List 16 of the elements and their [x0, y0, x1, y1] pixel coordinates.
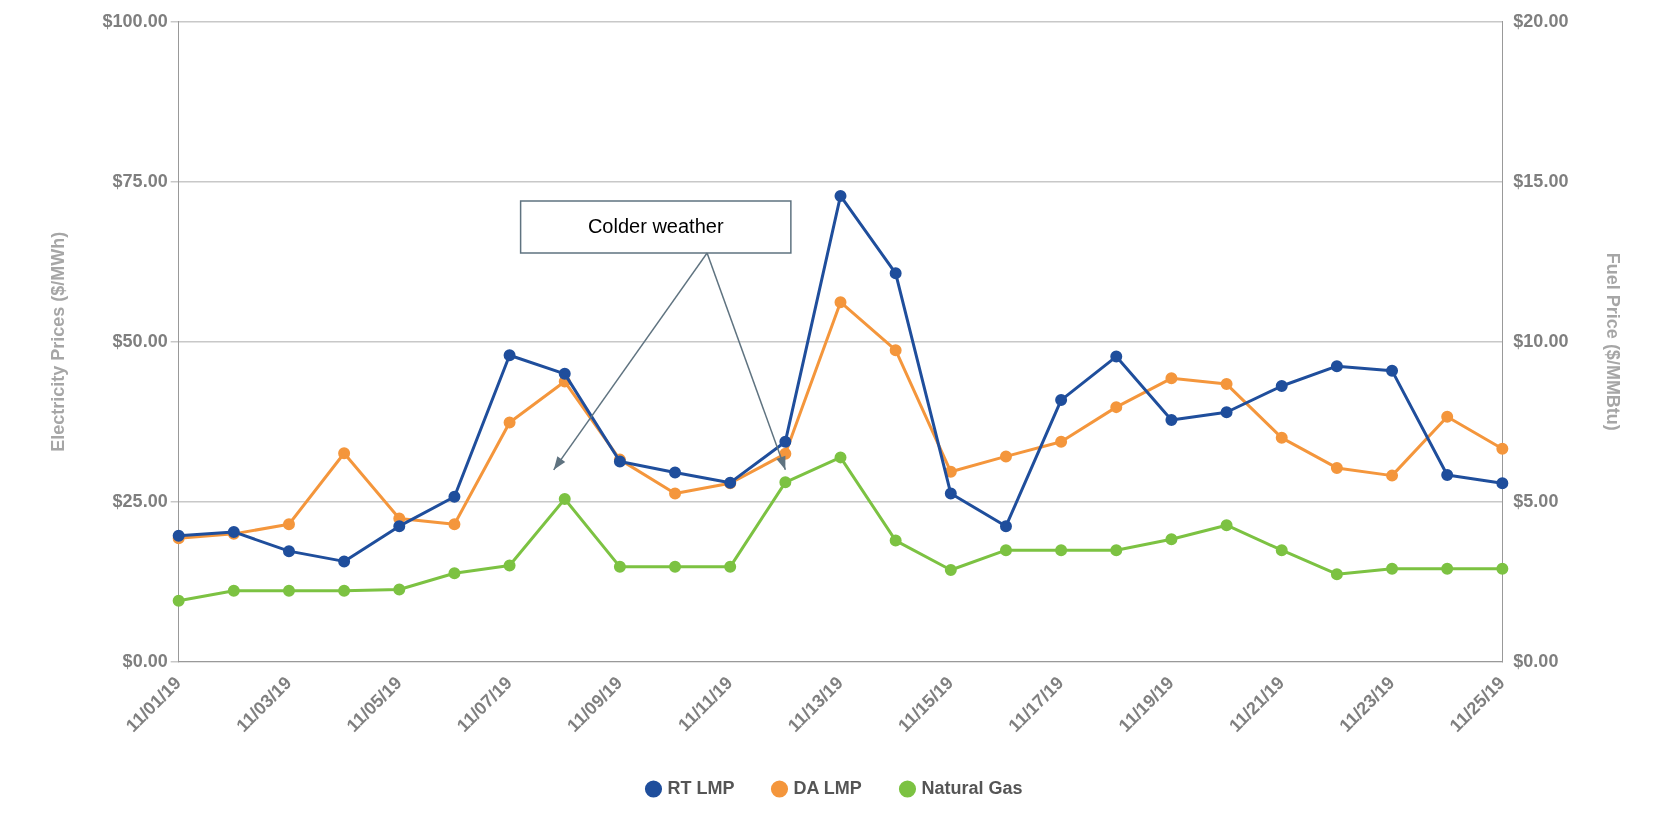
y-tick-label: $0.00: [122, 650, 168, 671]
y2-axis-title: Fuel Price ($/MMBtu): [1603, 252, 1624, 431]
y2-tick-label: $20.00: [1513, 10, 1569, 31]
y2-tick-label: $0.00: [1513, 650, 1559, 671]
y-tick-label: $100.00: [102, 10, 168, 31]
y2-tick-label: $15.00: [1513, 170, 1569, 191]
legend-label: Natural Gas: [921, 777, 1023, 798]
legend-label: RT LMP: [667, 777, 735, 798]
y-tick-label: $50.00: [112, 330, 168, 351]
y2-tick-label: $5.00: [1513, 490, 1559, 511]
annotation: Colder weather: [587, 214, 724, 237]
y2-tick-label: $10.00: [1513, 330, 1569, 351]
y-axis-title: Electricity Prices ($/MWh): [47, 231, 68, 452]
y-tick-label: $75.00: [112, 170, 168, 191]
y-tick-label: $25.00: [112, 490, 168, 511]
legend-label: DA LMP: [793, 777, 862, 798]
